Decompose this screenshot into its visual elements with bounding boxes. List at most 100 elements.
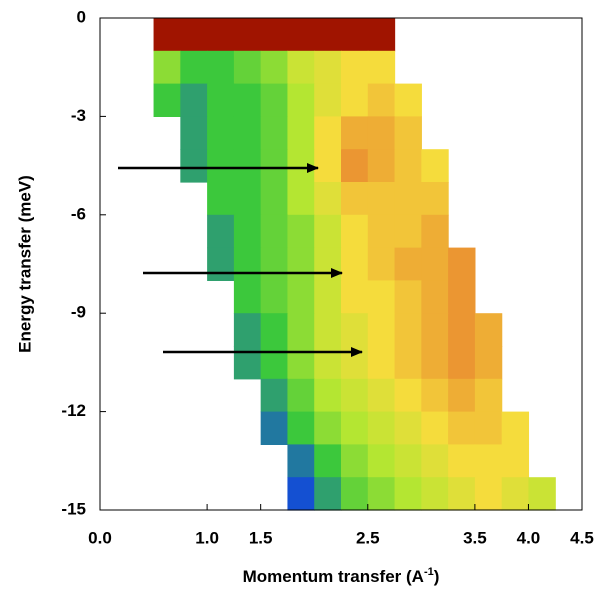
heat-cell bbox=[233, 116, 262, 150]
x-axis-label-suffix: ) bbox=[434, 567, 440, 586]
heat-cell bbox=[367, 411, 396, 445]
heat-cell bbox=[474, 444, 503, 478]
heat-cell bbox=[207, 247, 235, 281]
heat-cell bbox=[341, 280, 369, 314]
heat-cell bbox=[314, 18, 342, 52]
heat-cell bbox=[367, 378, 396, 413]
heat-cell bbox=[207, 50, 235, 85]
heat-cell bbox=[180, 116, 208, 150]
heat-cell bbox=[207, 149, 235, 183]
heat-cell bbox=[421, 280, 449, 314]
heat-cell bbox=[260, 149, 289, 183]
x-tick-label: 1.0 bbox=[195, 528, 219, 547]
heat-cell bbox=[367, 182, 396, 216]
heat-cell bbox=[421, 444, 449, 478]
heat-cell bbox=[207, 83, 235, 117]
heat-cell bbox=[287, 182, 315, 216]
heat-cell bbox=[501, 411, 530, 445]
heat-cell bbox=[260, 247, 289, 281]
heat-cell bbox=[287, 411, 315, 445]
y-tick-label: -12 bbox=[61, 401, 86, 420]
axes: 0 -3 -6 -9 -12 -150.0 1.0 1.5 2.5 3.5 4.0 4.5 bbox=[61, 7, 593, 547]
heat-cell bbox=[367, 149, 396, 183]
heat-cell bbox=[367, 83, 396, 117]
heat-cell bbox=[314, 182, 342, 216]
x-tick-label: 3.5 bbox=[463, 528, 487, 547]
heat-cell bbox=[153, 83, 181, 117]
heat-cell bbox=[394, 444, 422, 478]
heat-cell bbox=[207, 182, 235, 216]
heat-cell bbox=[260, 116, 289, 150]
heat-cell bbox=[448, 247, 476, 281]
heat-cell bbox=[367, 313, 396, 347]
heat-cell bbox=[287, 83, 315, 117]
heat-cell bbox=[341, 247, 369, 281]
heat-cell bbox=[287, 247, 315, 281]
heat-cell bbox=[341, 214, 369, 249]
x-axis-label-text: Momentum transfer (A bbox=[243, 567, 424, 586]
heat-cell bbox=[367, 116, 396, 150]
heat-cell bbox=[314, 83, 342, 117]
y-tick-label: 0 bbox=[77, 7, 86, 26]
heat-cell bbox=[474, 313, 503, 347]
heat-cell bbox=[421, 247, 449, 281]
x-tick-label: 0.0 bbox=[88, 528, 112, 547]
heat-cell bbox=[260, 378, 289, 413]
heat-cell bbox=[394, 116, 422, 150]
heat-cell bbox=[180, 18, 208, 52]
heat-cell bbox=[367, 444, 396, 478]
x-tick-label: 1.5 bbox=[249, 528, 273, 547]
heat-cell bbox=[421, 182, 449, 216]
heat-cell bbox=[341, 18, 369, 52]
heat-cell bbox=[528, 477, 556, 511]
heat-cell bbox=[207, 116, 235, 150]
heat-cell bbox=[233, 83, 262, 117]
heat-cell bbox=[367, 18, 396, 52]
heat-cell bbox=[341, 411, 369, 445]
heat-cell bbox=[448, 411, 476, 445]
heat-cell bbox=[314, 444, 342, 478]
heat-cell bbox=[260, 313, 289, 347]
heat-cell bbox=[260, 280, 289, 314]
heat-cell bbox=[314, 313, 342, 347]
heat-cell bbox=[448, 346, 476, 380]
x-tick-label: 4.0 bbox=[517, 528, 541, 547]
heat-cell bbox=[474, 378, 503, 413]
heat-cell bbox=[394, 214, 422, 249]
heat-cell bbox=[367, 50, 396, 85]
heat-cell bbox=[233, 18, 262, 52]
heat-cell bbox=[341, 50, 369, 85]
heat-cell bbox=[474, 411, 503, 445]
heat-cell bbox=[448, 477, 476, 511]
heat-cell bbox=[153, 50, 181, 85]
heat-cell bbox=[287, 313, 315, 347]
annotation-arrows bbox=[118, 163, 363, 357]
heat-cell bbox=[501, 477, 530, 511]
heat-cell bbox=[367, 214, 396, 249]
heat-cell bbox=[394, 149, 422, 183]
heat-cell bbox=[341, 477, 369, 511]
heat-cell bbox=[260, 182, 289, 216]
heat-cell bbox=[448, 313, 476, 347]
heat-cell bbox=[394, 411, 422, 445]
heat-cell bbox=[367, 346, 396, 380]
y-tick-label: -15 bbox=[61, 499, 86, 518]
heat-cell bbox=[421, 477, 449, 511]
heat-cell bbox=[394, 346, 422, 380]
heat-cell bbox=[314, 477, 342, 511]
x-axis-label-superscript: -1 bbox=[424, 566, 434, 578]
heat-cell bbox=[233, 182, 262, 216]
heat-cell bbox=[367, 247, 396, 281]
heat-cell bbox=[314, 214, 342, 249]
heat-cell bbox=[314, 50, 342, 85]
heat-cell bbox=[287, 477, 315, 511]
heat-cell bbox=[287, 116, 315, 150]
heat-cell bbox=[260, 18, 289, 52]
heat-cell bbox=[207, 18, 235, 52]
heat-cell bbox=[341, 182, 369, 216]
x-tick-label: 4.5 bbox=[570, 528, 594, 547]
heat-cell bbox=[421, 149, 449, 183]
heat-cell bbox=[448, 378, 476, 413]
heat-cell bbox=[180, 50, 208, 85]
